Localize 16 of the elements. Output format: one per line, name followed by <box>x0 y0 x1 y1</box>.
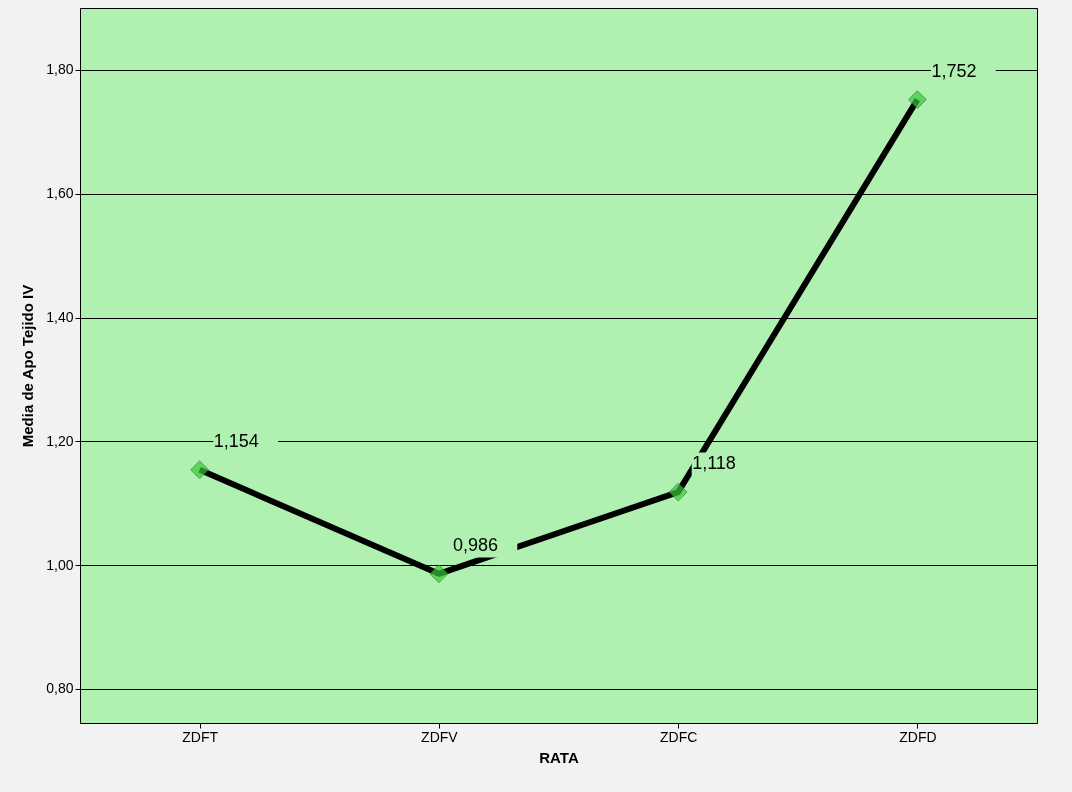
y-tick-label: 1,60 <box>46 185 74 202</box>
x-tick-label: ZDFT <box>182 728 219 745</box>
y-tick-label: 1,20 <box>46 432 74 449</box>
data-label: 1,118 <box>692 453 736 474</box>
data-label: 0,986 <box>452 534 498 555</box>
y-axis-title: Media de Apo Tejido IV <box>19 284 37 448</box>
x-tick-label: ZDFV <box>421 728 459 745</box>
data-label: 1,752 <box>931 60 977 81</box>
y-tick-label: 1,00 <box>46 556 74 573</box>
y-tick-label: 0,80 <box>46 680 74 697</box>
y-tick-label: 1,80 <box>46 61 74 78</box>
x-tick-label: ZDFD <box>899 728 937 745</box>
data-label: 1,154 <box>213 430 259 451</box>
y-tick-label: 1,40 <box>46 309 74 326</box>
x-axis-title: RATA <box>539 748 579 766</box>
x-tick-label: ZDFC <box>659 728 698 745</box>
